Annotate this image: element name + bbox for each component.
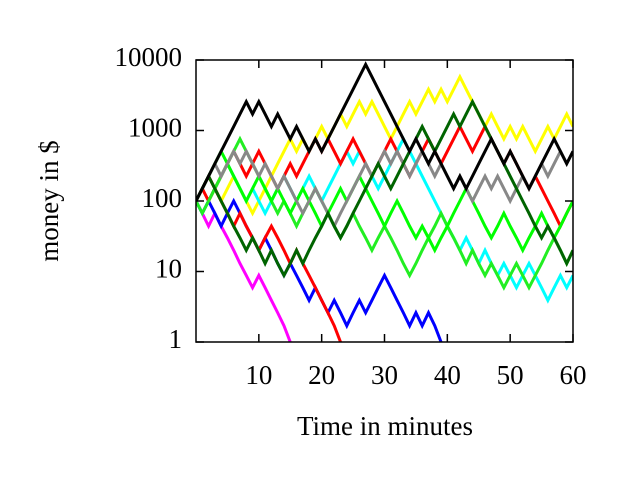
y-tick-label: 10000 [115,42,183,72]
x-tick-label: 10 [245,360,272,390]
x-tick-label: 60 [560,360,587,390]
x-axis-label: Time in minutes [297,411,473,441]
series-line [196,98,573,279]
series-line [196,73,573,217]
x-tick-label: 20 [308,360,335,390]
y-axis-label: money in $ [34,140,64,262]
y-tick-label: 10 [155,254,182,284]
y-tick-label: 1000 [128,113,182,143]
x-tick-label: 30 [371,360,398,390]
y-tick-label: 1 [169,324,183,354]
y-tick-label: 100 [142,183,183,213]
x-tick-label: 40 [434,360,461,390]
series-line [196,200,292,342]
series-line [196,148,573,230]
x-tick-label: 50 [497,360,524,390]
series-line [196,61,573,202]
plot-lines [196,61,573,342]
